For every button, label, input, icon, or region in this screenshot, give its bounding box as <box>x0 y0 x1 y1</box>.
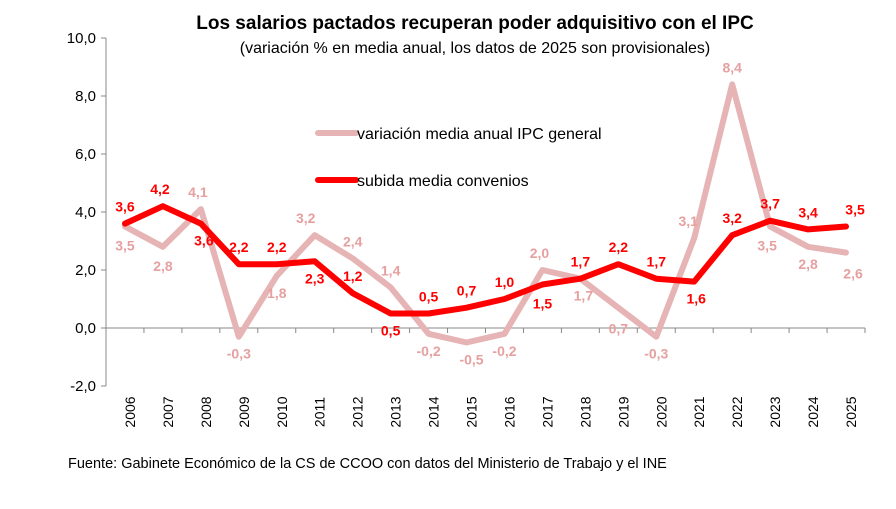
x-tick-label: 2013 <box>388 396 404 427</box>
y-tick-label: 6,0 <box>75 146 96 163</box>
data-label-ipc: 2,0 <box>530 245 550 261</box>
y-tick-label: 8,0 <box>75 88 96 105</box>
x-tick-label: 2022 <box>729 396 745 427</box>
chart-title: Los salarios pactados recuperan poder ad… <box>196 13 754 34</box>
x-tick-label: 2015 <box>464 396 480 427</box>
x-tick-label: 2024 <box>805 396 821 427</box>
data-label-convenios: 3,4 <box>798 204 818 220</box>
data-label-convenios: 2,3 <box>305 270 325 286</box>
x-tick-label: 2025 <box>843 396 859 427</box>
y-axis: -2,0 0,0 2,0 4,0 6,0 8,0 10,0 <box>67 30 107 395</box>
data-label-ipc: 2,8 <box>153 258 173 274</box>
data-label-convenios: 2,2 <box>267 239 287 255</box>
x-tick-label: 2009 <box>236 396 252 427</box>
legend-label-ipc: variación media anual IPC general <box>357 126 602 143</box>
data-label-ipc: 3,1 <box>678 213 698 229</box>
data-label-convenios: 0,7 <box>457 283 477 299</box>
x-tick-label: 2008 <box>198 396 214 427</box>
y-tick-label: 10,0 <box>67 30 96 47</box>
data-label-convenios: 3,2 <box>722 210 742 226</box>
data-label-ipc: -0,2 <box>417 343 441 359</box>
data-label-ipc: 8,4 <box>722 59 742 75</box>
data-label-ipc: 3,5 <box>757 238 777 254</box>
data-label-ipc: 1,7 <box>574 288 594 304</box>
data-label-convenios: 3,7 <box>760 196 780 212</box>
series-line-ipc <box>122 81 849 346</box>
data-label-convenios: 3,6 <box>115 199 135 215</box>
data-label-ipc: 1,4 <box>381 262 401 278</box>
data-label-convenios: 1,7 <box>647 254 667 270</box>
data-label-convenios: 2,2 <box>229 239 249 255</box>
data-label-convenios: 1,7 <box>571 254 591 270</box>
x-tick-label: 2019 <box>615 396 631 427</box>
x-tick-label: 2014 <box>426 396 442 427</box>
y-tick-label: -2,0 <box>70 378 96 395</box>
data-label-ipc: 0,7 <box>609 321 629 337</box>
x-tick-label: 2016 <box>501 396 517 427</box>
legend-label-convenios: subida media convenios <box>357 173 529 190</box>
data-label-ipc: 2,6 <box>843 266 863 282</box>
data-label-ipc: 2,8 <box>798 256 818 272</box>
data-label-convenios: 1,0 <box>495 274 515 290</box>
data-label-ipc: 3,2 <box>296 210 316 226</box>
x-tick-label: 2012 <box>350 396 366 427</box>
data-label-ipc: 2,4 <box>343 233 363 249</box>
x-tick-label: 2010 <box>274 396 290 427</box>
data-label-convenios: 3,5 <box>845 202 865 218</box>
data-label-ipc: -0,3 <box>644 346 668 362</box>
data-label-convenios: 0,5 <box>381 323 401 339</box>
x-tick-label: 2006 <box>122 396 138 427</box>
data-label-convenios: 4,2 <box>150 181 170 197</box>
data-label-convenios: 1,5 <box>533 296 553 312</box>
series-layer <box>122 81 849 346</box>
data-label-ipc: -0,3 <box>227 346 251 362</box>
data-label-convenios: 1,2 <box>343 268 363 284</box>
data-label-convenios: 1,6 <box>686 291 706 307</box>
x-tick-label: 2020 <box>653 396 669 427</box>
data-label-ipc: 3,5 <box>115 238 135 254</box>
data-label-ipc: -0,5 <box>459 352 483 368</box>
x-tick-label: 2023 <box>767 396 783 427</box>
data-label-ipc: 4,1 <box>188 184 208 200</box>
x-tick-label: 2007 <box>160 396 176 427</box>
data-label-convenios: 2,2 <box>609 239 629 255</box>
data-label-ipc: 1,8 <box>267 285 287 301</box>
series-line-convenios <box>122 203 849 317</box>
x-axis: 2006 2007 2008 2009 2010 2011 2012 2013 2014 2015… <box>105 327 866 428</box>
x-tick-label: 2018 <box>577 396 593 427</box>
data-label-convenios: 3,6 <box>194 233 214 249</box>
y-tick-label: 4,0 <box>75 204 96 221</box>
legend: variación media anual IPC general subida… <box>315 126 602 190</box>
x-tick-label: 2017 <box>539 396 555 427</box>
x-tick-label: 2011 <box>312 397 328 427</box>
data-label-ipc: -0,2 <box>492 343 516 359</box>
data-label-convenios: 0,5 <box>419 289 439 305</box>
x-tick-label: 2021 <box>691 396 707 427</box>
chart-subtitle: (variación % en media anual, los datos d… <box>240 40 711 57</box>
y-tick-label: 0,0 <box>75 320 96 337</box>
y-tick-label: 2,0 <box>75 262 96 279</box>
data-labels: 3,5 2,8 4,1 -0,3 1,8 3,2 2,4 1,4 -0,2 -0,5 -0,2 2,0… <box>115 59 865 367</box>
source-note: Fuente: Gabinete Económico de la CS de C… <box>68 456 667 472</box>
